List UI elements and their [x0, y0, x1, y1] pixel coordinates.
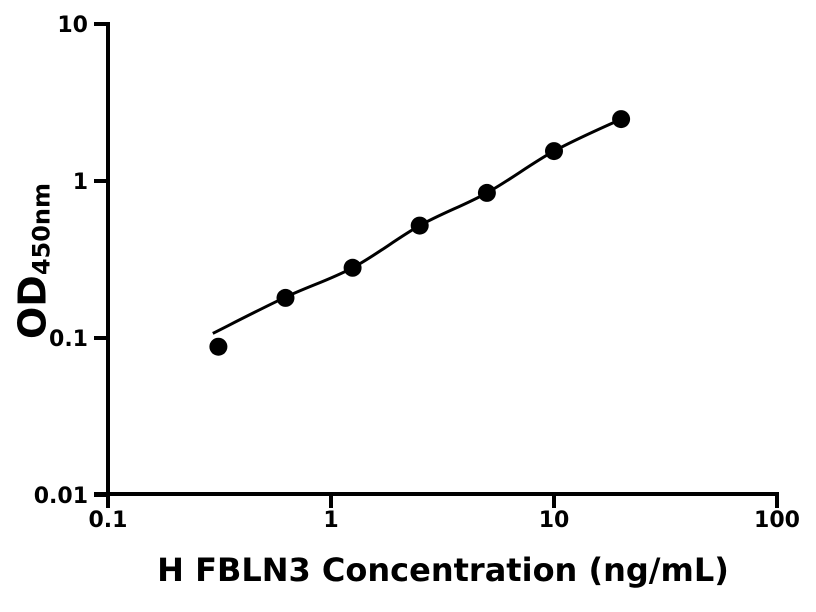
- y-tick-label: 1: [73, 170, 88, 195]
- data-point: [276, 288, 295, 307]
- x-axis-title: H FBLN3 Concentration (ng/mL): [157, 551, 729, 589]
- data-point: [343, 258, 362, 277]
- y-axis-title-main: OD: [10, 275, 55, 340]
- y-tick-label: 0.1: [49, 327, 88, 352]
- data-point: [545, 142, 563, 161]
- data-point: [477, 183, 496, 202]
- data-point: [612, 110, 631, 129]
- x-tick-label: 1: [323, 508, 338, 533]
- x-tick-label: 100: [754, 508, 800, 533]
- x-tick-label: 0.1: [89, 508, 128, 533]
- data-point: [410, 216, 429, 235]
- y-axis-title-subscript: 450nm: [27, 182, 56, 276]
- x-tick-label: 10: [539, 508, 570, 533]
- data-point: [209, 337, 228, 356]
- y-tick-label: 10: [57, 13, 88, 38]
- y-axis-title: OD450nm: [11, 183, 56, 339]
- y-tick-label: 0.01: [34, 484, 88, 509]
